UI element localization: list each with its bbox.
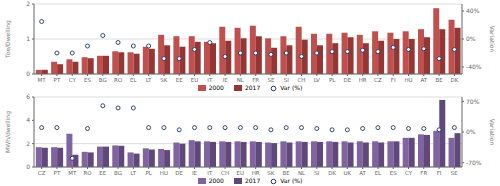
svg-text:EL: EL bbox=[375, 170, 382, 176]
svg-text:2: 2 bbox=[26, 0, 30, 7]
svg-text:SK: SK bbox=[267, 170, 274, 176]
svg-text:1: 1 bbox=[26, 35, 30, 42]
svg-text:4: 4 bbox=[26, 116, 30, 123]
svg-text:EL: EL bbox=[130, 77, 137, 83]
svg-text:CZ: CZ bbox=[374, 77, 382, 83]
svg-text:IE: IE bbox=[192, 170, 198, 176]
svg-text:EE: EE bbox=[176, 77, 183, 83]
svg-text:HR: HR bbox=[359, 77, 367, 83]
svg-text:70%: 70% bbox=[466, 98, 480, 105]
svg-text:MWh/dwelling: MWh/dwelling bbox=[8, 111, 12, 153]
svg-text:DK: DK bbox=[328, 170, 336, 176]
svg-text:-70%: -70% bbox=[466, 159, 482, 166]
svg-text:SK: SK bbox=[160, 77, 167, 83]
svg-text:2: 2 bbox=[26, 140, 30, 147]
svg-text:FI: FI bbox=[437, 170, 442, 176]
svg-text:ES: ES bbox=[84, 77, 91, 83]
svg-text:IT: IT bbox=[207, 170, 213, 176]
html-text:Var (%): Var (%) bbox=[280, 177, 303, 184]
svg-text:BG: BG bbox=[114, 170, 122, 176]
svg-text:PT: PT bbox=[54, 77, 61, 83]
svg-text:BE: BE bbox=[283, 170, 291, 176]
html-text:2017: 2017 bbox=[245, 177, 261, 184]
svg-text:CZ: CZ bbox=[38, 170, 46, 176]
svg-text:EU: EU bbox=[191, 77, 199, 83]
svg-text:MT: MT bbox=[68, 170, 77, 176]
svg-text:DE: DE bbox=[175, 170, 183, 176]
svg-text:HU: HU bbox=[160, 170, 168, 176]
svg-text:FI: FI bbox=[391, 77, 396, 83]
svg-text:AT: AT bbox=[359, 170, 366, 176]
svg-text:Variation: Variation bbox=[489, 26, 492, 53]
svg-text:UK: UK bbox=[344, 170, 352, 176]
svg-text:FR: FR bbox=[420, 170, 427, 176]
svg-text:CH: CH bbox=[298, 77, 306, 83]
html-text:2000: 2000 bbox=[208, 177, 224, 184]
svg-text:PL: PL bbox=[329, 77, 336, 83]
svg-text:NL: NL bbox=[237, 77, 245, 83]
svg-text:40%: 40% bbox=[466, 7, 480, 14]
svg-text:RO: RO bbox=[114, 77, 123, 83]
svg-text:LT: LT bbox=[131, 170, 137, 176]
html-text:Var (%): Var (%) bbox=[280, 84, 303, 91]
svg-text:0: 0 bbox=[26, 163, 30, 170]
svg-text:AT: AT bbox=[420, 77, 427, 83]
svg-text:PT: PT bbox=[54, 170, 61, 176]
svg-text:BE: BE bbox=[435, 77, 443, 83]
svg-text:CY: CY bbox=[69, 77, 77, 83]
svg-text:Variation: Variation bbox=[489, 119, 492, 146]
svg-text:EU: EU bbox=[237, 170, 245, 176]
svg-text:HU: HU bbox=[404, 77, 412, 83]
svg-text:IT: IT bbox=[207, 77, 213, 83]
svg-text:-40%: -40% bbox=[466, 63, 482, 70]
svg-text:PL: PL bbox=[145, 170, 152, 176]
svg-text:Toe/Dwelling: Toe/Dwelling bbox=[8, 20, 12, 59]
svg-text:NL: NL bbox=[298, 170, 306, 176]
html-text:2017: 2017 bbox=[245, 84, 261, 91]
svg-text:RO: RO bbox=[83, 170, 92, 176]
svg-text:CH: CH bbox=[221, 170, 229, 176]
svg-text:HR: HR bbox=[252, 170, 260, 176]
svg-text:SE: SE bbox=[451, 170, 458, 176]
svg-text:SI: SI bbox=[314, 170, 319, 176]
svg-text:0: 0 bbox=[26, 70, 30, 77]
svg-text:EE: EE bbox=[99, 170, 106, 176]
svg-text:IE: IE bbox=[223, 77, 229, 83]
svg-text:FR: FR bbox=[252, 77, 259, 83]
svg-text:MT: MT bbox=[38, 77, 47, 83]
svg-text:LT: LT bbox=[146, 77, 152, 83]
html-text:2000: 2000 bbox=[208, 84, 224, 91]
svg-text:0%: 0% bbox=[466, 35, 476, 42]
svg-text:ES: ES bbox=[390, 170, 397, 176]
svg-text:DE: DE bbox=[343, 77, 351, 83]
svg-text:6: 6 bbox=[26, 93, 30, 100]
svg-text:LV: LV bbox=[314, 77, 320, 83]
svg-text:SI: SI bbox=[284, 77, 289, 83]
svg-text:0%: 0% bbox=[466, 128, 476, 135]
svg-text:DK: DK bbox=[450, 77, 458, 83]
svg-text:SE: SE bbox=[267, 77, 274, 83]
svg-text:CY: CY bbox=[405, 170, 413, 176]
svg-text:BG: BG bbox=[99, 77, 107, 83]
